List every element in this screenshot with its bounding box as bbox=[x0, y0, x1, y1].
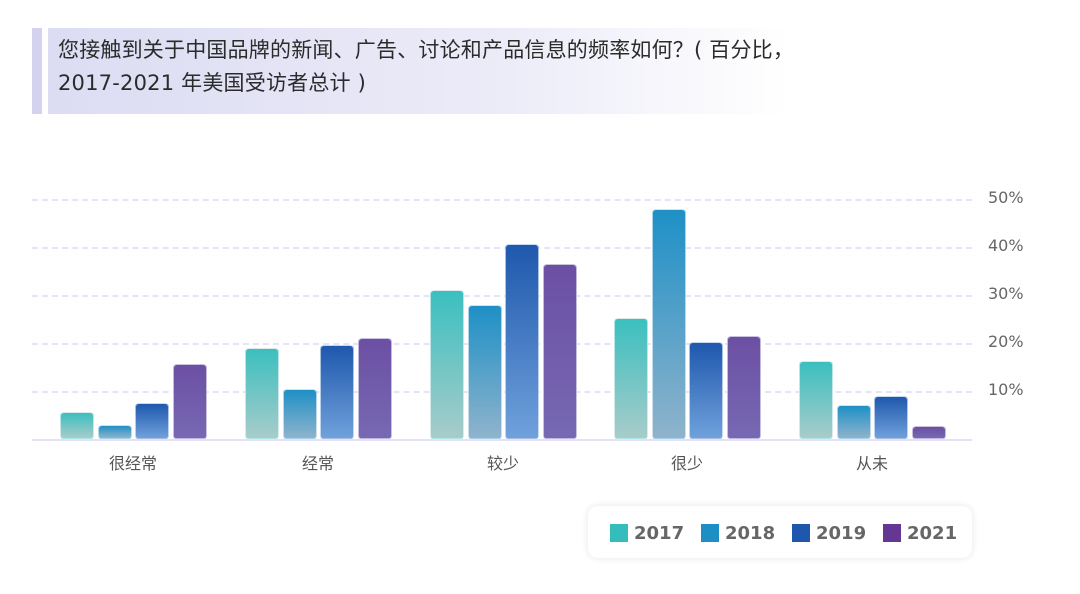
x-tick-label: 经常 bbox=[301, 454, 334, 473]
y-tick-label: 10% bbox=[988, 380, 1024, 399]
legend: 2017 2018 2019 2021 bbox=[588, 506, 972, 558]
bar-2019[interactable] bbox=[320, 344, 354, 439]
y-tick-label: 30% bbox=[988, 284, 1024, 303]
bar-2018[interactable] bbox=[651, 208, 686, 439]
x-tick-label: 很经常 bbox=[108, 454, 157, 473]
legend-swatch-2018 bbox=[701, 524, 719, 542]
legend-label: 2021 bbox=[907, 522, 958, 544]
legend-label: 2017 bbox=[634, 522, 685, 544]
gridline bbox=[32, 391, 972, 393]
x-tick-label: 从未 bbox=[855, 454, 888, 473]
bar-2017[interactable] bbox=[60, 412, 94, 439]
bar-2018[interactable] bbox=[467, 304, 502, 439]
legend-label: 2019 bbox=[816, 522, 867, 544]
legend-item-2017[interactable]: 2017 bbox=[610, 522, 684, 544]
y-tick-label: 20% bbox=[988, 332, 1024, 351]
bar-2021[interactable] bbox=[357, 338, 392, 439]
gridline bbox=[32, 343, 972, 345]
bar-2019[interactable] bbox=[689, 342, 723, 439]
chart-title: 您接触到关于中国品牌的新闻、广告、讨论和产品信息的频率如何？( 百分比， 201… bbox=[58, 34, 938, 100]
y-tick-label: 40% bbox=[988, 236, 1024, 255]
bar-2021[interactable] bbox=[726, 335, 761, 439]
legend-item-2021[interactable]: 2021 bbox=[883, 522, 957, 544]
bar-2019[interactable] bbox=[505, 244, 539, 439]
bar-2017[interactable] bbox=[245, 347, 279, 439]
title-accent-bar bbox=[32, 28, 42, 114]
gridline bbox=[32, 199, 972, 201]
legend-item-2019[interactable]: 2019 bbox=[792, 522, 866, 544]
bar-2018[interactable] bbox=[97, 425, 132, 439]
y-tick-label: 50% bbox=[988, 188, 1024, 207]
bar-2019[interactable] bbox=[874, 395, 908, 439]
chart-title-line1: 您接触到关于中国品牌的新闻、广告、讨论和产品信息的频率如何？( 百分比， bbox=[58, 38, 795, 62]
x-tick-label: 很少 bbox=[670, 454, 703, 473]
bar-2021[interactable] bbox=[911, 426, 946, 439]
title-background bbox=[48, 28, 788, 114]
bar-2017[interactable] bbox=[614, 318, 648, 439]
bar-2018[interactable] bbox=[836, 405, 871, 439]
bar-2021[interactable] bbox=[542, 263, 577, 439]
legend-swatch-2017 bbox=[610, 524, 628, 542]
bar-2018[interactable] bbox=[282, 389, 317, 439]
x-tick-label: 较少 bbox=[486, 454, 519, 473]
gridline bbox=[32, 247, 972, 249]
bar-2019[interactable] bbox=[135, 403, 169, 439]
bar-2017[interactable] bbox=[430, 290, 464, 439]
chart-title-line2: 2017-2021 年美国受访者总计 ) bbox=[58, 71, 367, 95]
legend-item-2018[interactable]: 2018 bbox=[701, 522, 775, 544]
gridline bbox=[32, 295, 972, 297]
bar-2021[interactable] bbox=[172, 364, 207, 439]
bar-2017[interactable] bbox=[799, 360, 833, 439]
legend-swatch-2021 bbox=[883, 524, 901, 542]
x-axis-line bbox=[32, 439, 972, 441]
legend-swatch-2019 bbox=[792, 524, 810, 542]
legend-label: 2018 bbox=[725, 522, 776, 544]
